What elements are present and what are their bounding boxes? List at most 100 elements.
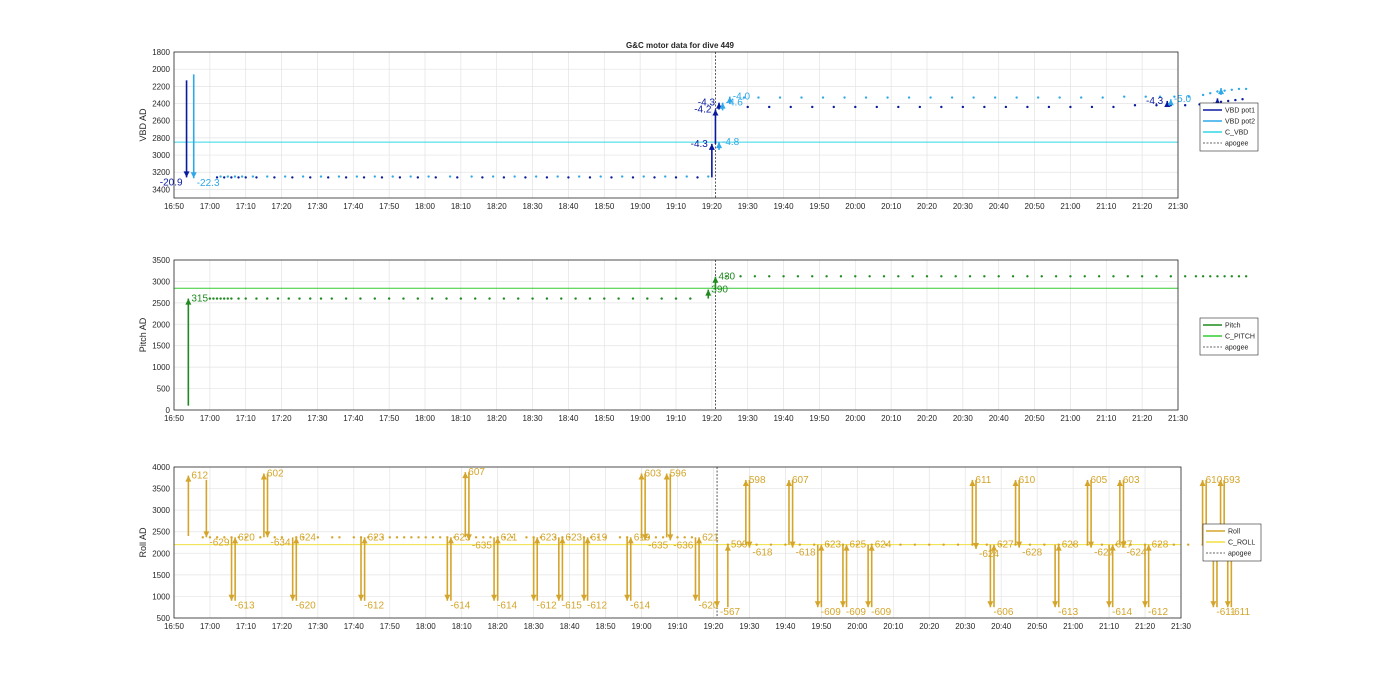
x-tick-label: 18:20	[487, 414, 508, 423]
data-point	[577, 175, 581, 178]
x-tick-label: 19:30	[738, 202, 759, 211]
event-label: 607	[468, 467, 485, 478]
data-point	[470, 175, 473, 178]
data-point	[1097, 275, 1101, 278]
y-tick-label: 3000	[152, 506, 170, 515]
data-point	[1201, 275, 1205, 278]
data-point	[453, 536, 456, 539]
data-point	[798, 543, 801, 546]
arrow-head	[627, 537, 634, 544]
data-point	[685, 175, 688, 178]
event-label: -620	[698, 601, 718, 612]
event-label: -624	[979, 549, 999, 560]
data-point	[395, 536, 399, 539]
data-point	[255, 297, 258, 300]
arrow-head	[1218, 88, 1225, 95]
x-tick-label: 19:00	[632, 622, 653, 631]
data-point	[1223, 275, 1226, 278]
x-tick-label: 19:50	[811, 622, 832, 631]
data-point	[768, 105, 771, 109]
data-point	[868, 275, 871, 278]
y-tick-label: 0	[166, 406, 171, 415]
data-point	[266, 297, 269, 300]
data-point	[1015, 96, 1018, 99]
data-point	[983, 275, 986, 278]
data-point	[409, 175, 412, 178]
arrow-head	[1120, 541, 1127, 548]
arrow-head	[724, 544, 731, 551]
data-point	[344, 176, 348, 179]
arrow-head	[264, 531, 271, 538]
data-point	[864, 96, 868, 99]
data-point	[796, 275, 800, 278]
data-point	[1223, 89, 1226, 92]
data-point	[1244, 275, 1248, 278]
arrow-head	[663, 473, 670, 480]
x-tick-label: 20:10	[881, 414, 902, 423]
data-point	[725, 275, 728, 278]
event-label: -613	[1058, 607, 1078, 618]
data-point	[223, 536, 226, 539]
x-tick-label: 18:40	[560, 622, 581, 631]
data-point	[854, 275, 857, 278]
data-point	[391, 175, 394, 178]
data-point	[459, 297, 463, 300]
data-point	[956, 543, 960, 546]
arrow-head	[719, 102, 726, 109]
axes-box	[173, 51, 1179, 199]
x-tick-label: 18:30	[524, 622, 545, 631]
event-label: -609	[871, 607, 891, 618]
x-tick-label: 18:10	[451, 202, 472, 211]
data-point	[554, 536, 557, 539]
arrow-head	[494, 537, 501, 544]
arrow-head	[667, 534, 674, 541]
x-tick-label: 19:10	[667, 622, 688, 631]
x-tick-label: 19:20	[703, 622, 724, 631]
data-point	[742, 96, 746, 99]
data-point	[416, 297, 420, 300]
data-point	[276, 297, 280, 300]
data-point	[610, 176, 613, 179]
data-point	[431, 536, 435, 539]
data-point	[223, 176, 226, 179]
arrow-head	[624, 594, 631, 601]
arrow-head	[1084, 479, 1091, 486]
event-label: -567	[720, 607, 740, 618]
x-tick-label: 20:00	[847, 622, 868, 631]
data-point	[568, 536, 571, 539]
data-point	[856, 543, 859, 546]
arrow-head	[1055, 544, 1062, 551]
data-point	[784, 543, 787, 546]
event-label: -614	[630, 601, 650, 612]
data-point	[560, 297, 563, 300]
event-label: 603	[1123, 475, 1140, 486]
data-point	[438, 536, 442, 539]
data-point	[811, 275, 814, 278]
y-tick-label: 2500	[152, 528, 170, 537]
data-point	[1169, 275, 1173, 278]
data-point	[674, 297, 678, 300]
event-label: 623	[565, 532, 582, 543]
legend-entry: apogee	[1225, 141, 1248, 148]
event-label: -612	[364, 601, 384, 612]
arrow-head	[530, 594, 537, 601]
y-tick-label: 3000	[152, 151, 170, 160]
x-tick-label: 17:30	[308, 622, 329, 631]
event-label: 607	[792, 475, 809, 486]
event-label: -618	[752, 548, 772, 559]
data-point	[1155, 104, 1158, 107]
data-point	[621, 175, 624, 178]
data-point	[993, 96, 997, 99]
data-point	[215, 297, 219, 300]
data-point	[298, 297, 301, 300]
arrow-head	[465, 534, 472, 541]
data-point	[503, 536, 507, 539]
arrow-head	[638, 473, 645, 480]
event-label: -635	[648, 540, 668, 551]
data-point	[502, 297, 506, 300]
data-point	[690, 536, 694, 539]
data-point	[280, 536, 284, 539]
event-label: 610	[1206, 475, 1223, 486]
y-axis-label: Roll AD	[138, 527, 148, 558]
pitch-panel: 16:50 17:00 17:10 17:20 17:30 17:40 17:50 18:00…	[138, 256, 1259, 423]
